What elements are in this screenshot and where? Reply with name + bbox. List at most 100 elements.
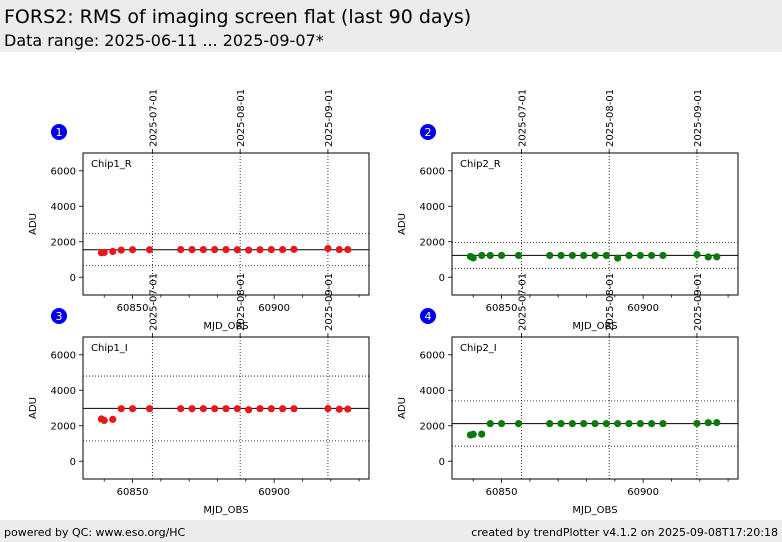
data-point bbox=[344, 245, 352, 254]
data-point bbox=[568, 251, 576, 260]
data-point bbox=[693, 250, 701, 259]
y-tick-label: 4000 bbox=[420, 202, 445, 213]
panel-number-badge bbox=[420, 124, 436, 140]
data-point bbox=[267, 245, 275, 254]
data-point bbox=[602, 251, 610, 260]
data-point bbox=[177, 405, 185, 413]
x-axis-label: MJD_OBS bbox=[203, 321, 248, 332]
data-point bbox=[469, 430, 477, 438]
data-point bbox=[128, 246, 137, 254]
footer-created-by: created by trendPlotter v4.1.2 on 2025-0… bbox=[471, 526, 778, 539]
page-subtitle: Data range: 2025-06-11 ... 2025-09-07* bbox=[4, 31, 324, 50]
data-point bbox=[693, 419, 701, 428]
y-tick-label: 0 bbox=[439, 457, 445, 468]
data-point bbox=[256, 405, 264, 413]
data-point bbox=[648, 251, 656, 260]
footer-bar: powered by QC: www.eso.org/HC created by… bbox=[0, 520, 782, 542]
data-point bbox=[557, 420, 565, 428]
data-point bbox=[648, 420, 656, 428]
panel-number: 4 bbox=[425, 310, 432, 323]
page-title: FORS2: RMS of imaging screen flat (last … bbox=[4, 6, 472, 28]
date-tick-label: 2025-08-01 bbox=[236, 89, 247, 147]
data-point bbox=[177, 245, 185, 254]
data-point bbox=[580, 420, 588, 428]
data-point bbox=[335, 245, 343, 254]
data-point bbox=[117, 405, 125, 413]
data-point bbox=[109, 415, 117, 423]
data-point bbox=[580, 251, 588, 260]
data-point bbox=[233, 246, 241, 254]
date-tick-label: 2025-09-01 bbox=[324, 89, 335, 147]
date-tick-label: 2025-07-01 bbox=[148, 273, 159, 331]
panel-number: 1 bbox=[56, 126, 63, 139]
data-point bbox=[188, 405, 196, 413]
chart-panel-1: 2025-07-01 2025-08-01 2025-09-01 0 2000 4000 6… bbox=[28, 89, 370, 332]
panel-label: Chip1_R bbox=[91, 159, 132, 170]
date-tick-label: 2025-07-01 bbox=[148, 89, 159, 147]
panel-number-badge bbox=[51, 308, 67, 324]
data-point bbox=[659, 251, 667, 260]
data-point bbox=[625, 251, 633, 260]
data-point bbox=[199, 245, 207, 254]
data-point bbox=[279, 405, 287, 413]
plot-frame bbox=[82, 152, 370, 296]
data-point bbox=[344, 405, 352, 413]
x-tick-label: 60850 bbox=[486, 487, 518, 498]
panel-label: Chip1_I bbox=[91, 343, 128, 354]
data-point bbox=[233, 405, 241, 413]
data-point bbox=[591, 420, 599, 428]
date-tick-label: 2025-09-01 bbox=[693, 89, 704, 147]
data-point bbox=[659, 420, 667, 428]
data-point bbox=[100, 416, 108, 425]
data-point bbox=[704, 253, 712, 261]
y-tick-label: 4000 bbox=[51, 202, 76, 213]
data-point bbox=[704, 419, 712, 427]
x-tick-label: 60900 bbox=[258, 303, 290, 314]
y-axis-label: ADU bbox=[28, 213, 39, 235]
x-tick-label: 60850 bbox=[486, 303, 518, 314]
x-axis-label: MJD_OBS bbox=[203, 505, 248, 516]
x-tick-label: 60900 bbox=[258, 487, 290, 498]
x-axis-label: MJD_OBS bbox=[572, 321, 617, 332]
data-point bbox=[335, 405, 343, 413]
y-tick-label: 6000 bbox=[420, 350, 445, 361]
data-point bbox=[145, 246, 154, 254]
panel-number-badge bbox=[420, 308, 436, 324]
y-tick-label: 6000 bbox=[420, 166, 445, 177]
y-axis-label: ADU bbox=[397, 213, 408, 235]
data-point bbox=[557, 251, 565, 260]
chart-panel-2: 2025-07-01 2025-08-01 2025-09-01 0 2000 4000 6… bbox=[397, 89, 739, 332]
data-point bbox=[713, 253, 721, 261]
data-point bbox=[625, 420, 633, 428]
y-tick-label: 0 bbox=[70, 457, 76, 468]
data-point bbox=[211, 245, 219, 254]
data-point bbox=[267, 405, 275, 413]
data-point bbox=[211, 405, 219, 413]
data-point bbox=[614, 254, 622, 262]
y-tick-label: 2000 bbox=[420, 237, 445, 248]
y-tick-label: 0 bbox=[439, 273, 445, 284]
data-point bbox=[324, 404, 332, 413]
date-tick-label: 2025-08-01 bbox=[605, 89, 616, 147]
data-point bbox=[514, 420, 523, 428]
date-tick-label: 2025-07-01 bbox=[517, 273, 528, 331]
data-point bbox=[602, 420, 610, 428]
data-point bbox=[290, 245, 298, 253]
plot-frame bbox=[451, 336, 739, 480]
panel-label: Chip2_R bbox=[460, 159, 501, 170]
x-axis-label: MJD_OBS bbox=[572, 505, 617, 516]
data-point bbox=[469, 254, 477, 262]
data-point bbox=[713, 418, 721, 427]
y-axis-label: ADU bbox=[28, 397, 39, 419]
data-point bbox=[279, 245, 287, 254]
data-point bbox=[514, 251, 523, 260]
y-tick-label: 0 bbox=[70, 273, 76, 284]
x-tick-label: 60850 bbox=[117, 487, 149, 498]
data-point bbox=[636, 420, 644, 428]
header-bar: FORS2: RMS of imaging screen flat (last … bbox=[0, 0, 782, 52]
data-point bbox=[591, 251, 599, 260]
data-point bbox=[222, 405, 230, 413]
plot-frame bbox=[82, 336, 370, 480]
chart-panel-4: 2025-07-01 2025-08-01 2025-09-01 0 2000 4000 6… bbox=[397, 273, 739, 516]
data-point bbox=[256, 246, 264, 254]
